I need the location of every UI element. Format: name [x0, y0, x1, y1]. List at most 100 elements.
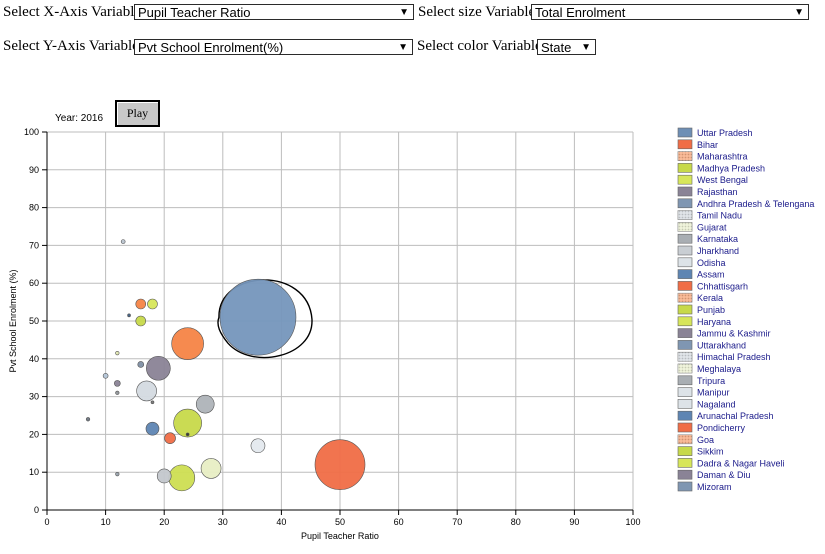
legend-item[interactable]: Sikkim	[677, 446, 724, 457]
legend-item[interactable]: Daman & Diu	[677, 469, 751, 480]
legend-label: Nagaland	[697, 399, 736, 409]
bubble-kerala[interactable]	[135, 298, 147, 310]
legend-item[interactable]: Madhya Pradesh	[677, 163, 765, 173]
legend-label: Himachal Pradesh	[697, 352, 771, 362]
size-selected-value: Total Enrolment	[535, 5, 626, 20]
bubble-uttar-pradesh[interactable]	[219, 278, 297, 356]
legend-item[interactable]: Meghalaya	[677, 363, 741, 374]
bubble-himachal-pradesh[interactable]	[120, 239, 126, 244]
bubble-jammu-kashmir[interactable]	[114, 380, 121, 387]
legend-item[interactable]: West Bengal	[677, 174, 748, 185]
x-tick-label: 10	[101, 517, 111, 527]
bubble-madhya-pradesh[interactable]	[173, 408, 202, 438]
bubble-maharashtra[interactable]	[171, 327, 204, 360]
legend-item[interactable]: Assam	[677, 269, 725, 280]
legend-swatch-texture	[678, 434, 692, 444]
legend-item[interactable]: Tripura	[677, 375, 725, 386]
legend-swatch	[677, 127, 693, 138]
legend-item[interactable]: Maharashtra	[677, 151, 748, 162]
play-button[interactable]: Play	[115, 100, 160, 127]
legend-swatch	[677, 198, 693, 209]
bubble-andhra-pradesh-telengana[interactable]	[250, 438, 266, 454]
bubble-west-bengal[interactable]	[168, 464, 196, 492]
bubble-tripura[interactable]	[115, 390, 120, 395]
legend-label: Odisha	[697, 258, 726, 268]
y-tick-label: 30	[29, 392, 39, 402]
legend-item[interactable]: Andhra Pradesh & Telengana	[677, 198, 814, 209]
color-selected-value: State	[541, 40, 572, 55]
bubble-odisha[interactable]	[102, 373, 109, 379]
bubble-gujarat[interactable]	[200, 458, 222, 479]
bubble-arunachal-pradesh[interactable]	[127, 313, 131, 318]
bubble-rajasthan[interactable]	[146, 355, 171, 381]
dropdown-arrow-icon: ▼	[794, 7, 804, 18]
bubble-tamil-nadu[interactable]	[136, 380, 157, 402]
legend-swatch	[677, 446, 693, 456]
legend-item[interactable]: Punjab	[677, 304, 725, 315]
x-tick-label: 50	[335, 517, 345, 527]
y-tick-label: 90	[29, 165, 39, 175]
color-variable-select[interactable]: State ▼	[537, 39, 596, 55]
legend-label: Andhra Pradesh & Telengana	[697, 199, 814, 209]
bubble-jharkhand[interactable]	[156, 468, 172, 484]
y-tick-label: 40	[29, 354, 39, 364]
legend-item[interactable]: Nagaland	[677, 399, 736, 409]
legend-item[interactable]: Himachal Pradesh	[677, 351, 771, 362]
bubble-chhattisgarh[interactable]	[164, 432, 176, 444]
legend-swatch	[677, 163, 693, 173]
legend-item[interactable]: Tamil Nadu	[677, 210, 742, 221]
bubble-nagaland[interactable]	[115, 471, 120, 477]
legend-item[interactable]: Gujarat	[677, 222, 727, 232]
bubble-uttarakhand[interactable]	[137, 361, 145, 368]
legend-item[interactable]: Rajasthan	[677, 186, 738, 197]
bubble-pondicherry[interactable]	[150, 400, 155, 405]
legend-swatch	[677, 245, 693, 256]
legend-item[interactable]: Arunachal Pradesh	[677, 410, 774, 421]
legend-item[interactable]: Chhattisgarh	[677, 281, 748, 291]
legend-item[interactable]: Pondicherry	[677, 422, 746, 433]
x-tick-label: 100	[625, 517, 640, 527]
color-variable-label: Select color Variable	[417, 38, 542, 54]
bubble-goa[interactable]	[185, 432, 190, 437]
legend-item[interactable]: Manipur	[677, 387, 730, 398]
y-tick-label: 10	[29, 467, 39, 477]
legend-item[interactable]: Jammu & Kashmir	[677, 328, 771, 339]
legend-item[interactable]: Jharkhand	[677, 245, 739, 256]
x-tick-label: 90	[569, 517, 579, 527]
legend-item[interactable]: Karnataka	[677, 233, 738, 244]
y-axis-variable-select[interactable]: Pvt School Enrolment(%) ▼	[134, 39, 413, 55]
bubble-karnataka[interactable]	[195, 394, 215, 414]
y-tick-label: 0	[34, 505, 39, 515]
legend-swatch	[677, 458, 693, 468]
x-axis-variable-select[interactable]: Pupil Teacher Ratio ▼	[134, 4, 414, 20]
bubble-manipur[interactable]	[85, 417, 91, 422]
legend-item[interactable]: Mizoram	[677, 481, 732, 492]
bubble-meghalaya[interactable]	[115, 351, 120, 356]
legend-swatch	[677, 375, 693, 386]
legend-label: Gujarat	[697, 222, 727, 232]
y-tick-label: 50	[29, 316, 39, 326]
legend-item[interactable]: Uttarakhand	[677, 340, 746, 350]
bubble-punjab[interactable]	[135, 315, 147, 327]
legend-item[interactable]: Bihar	[677, 139, 718, 150]
legend-swatch	[677, 269, 693, 279]
axes: 0 10 20 30 40 50 60 70 80 90 100 0 10 20 30 40 50 60 70 80 9…	[8, 127, 641, 541]
legend-item[interactable]: Uttar Pradesh	[677, 127, 753, 138]
legend-swatch	[677, 340, 693, 350]
legend-item[interactable]: Haryana	[677, 316, 731, 327]
legend-swatch	[677, 481, 693, 492]
bubble-assam[interactable]	[145, 421, 160, 436]
x-axis-title: Pupil Teacher Ratio	[301, 531, 379, 541]
legend-item[interactable]: Dadra & Nagar Haveli	[677, 458, 785, 468]
legend-item[interactable]: Goa	[677, 434, 714, 445]
legend-item[interactable]: Kerala	[677, 292, 723, 303]
bubble-haryana[interactable]	[147, 298, 158, 310]
legend-label: Arunachal Pradesh	[697, 411, 774, 421]
legend-swatch	[677, 387, 693, 397]
size-variable-select[interactable]: Total Enrolment ▼	[531, 4, 809, 20]
bubble-bihar[interactable]	[314, 439, 366, 490]
x-tick-label: 70	[452, 517, 462, 527]
legend-label: Uttar Pradesh	[697, 128, 753, 138]
x-tick-label: 60	[394, 517, 404, 527]
legend-item[interactable]: Odisha	[677, 257, 726, 268]
